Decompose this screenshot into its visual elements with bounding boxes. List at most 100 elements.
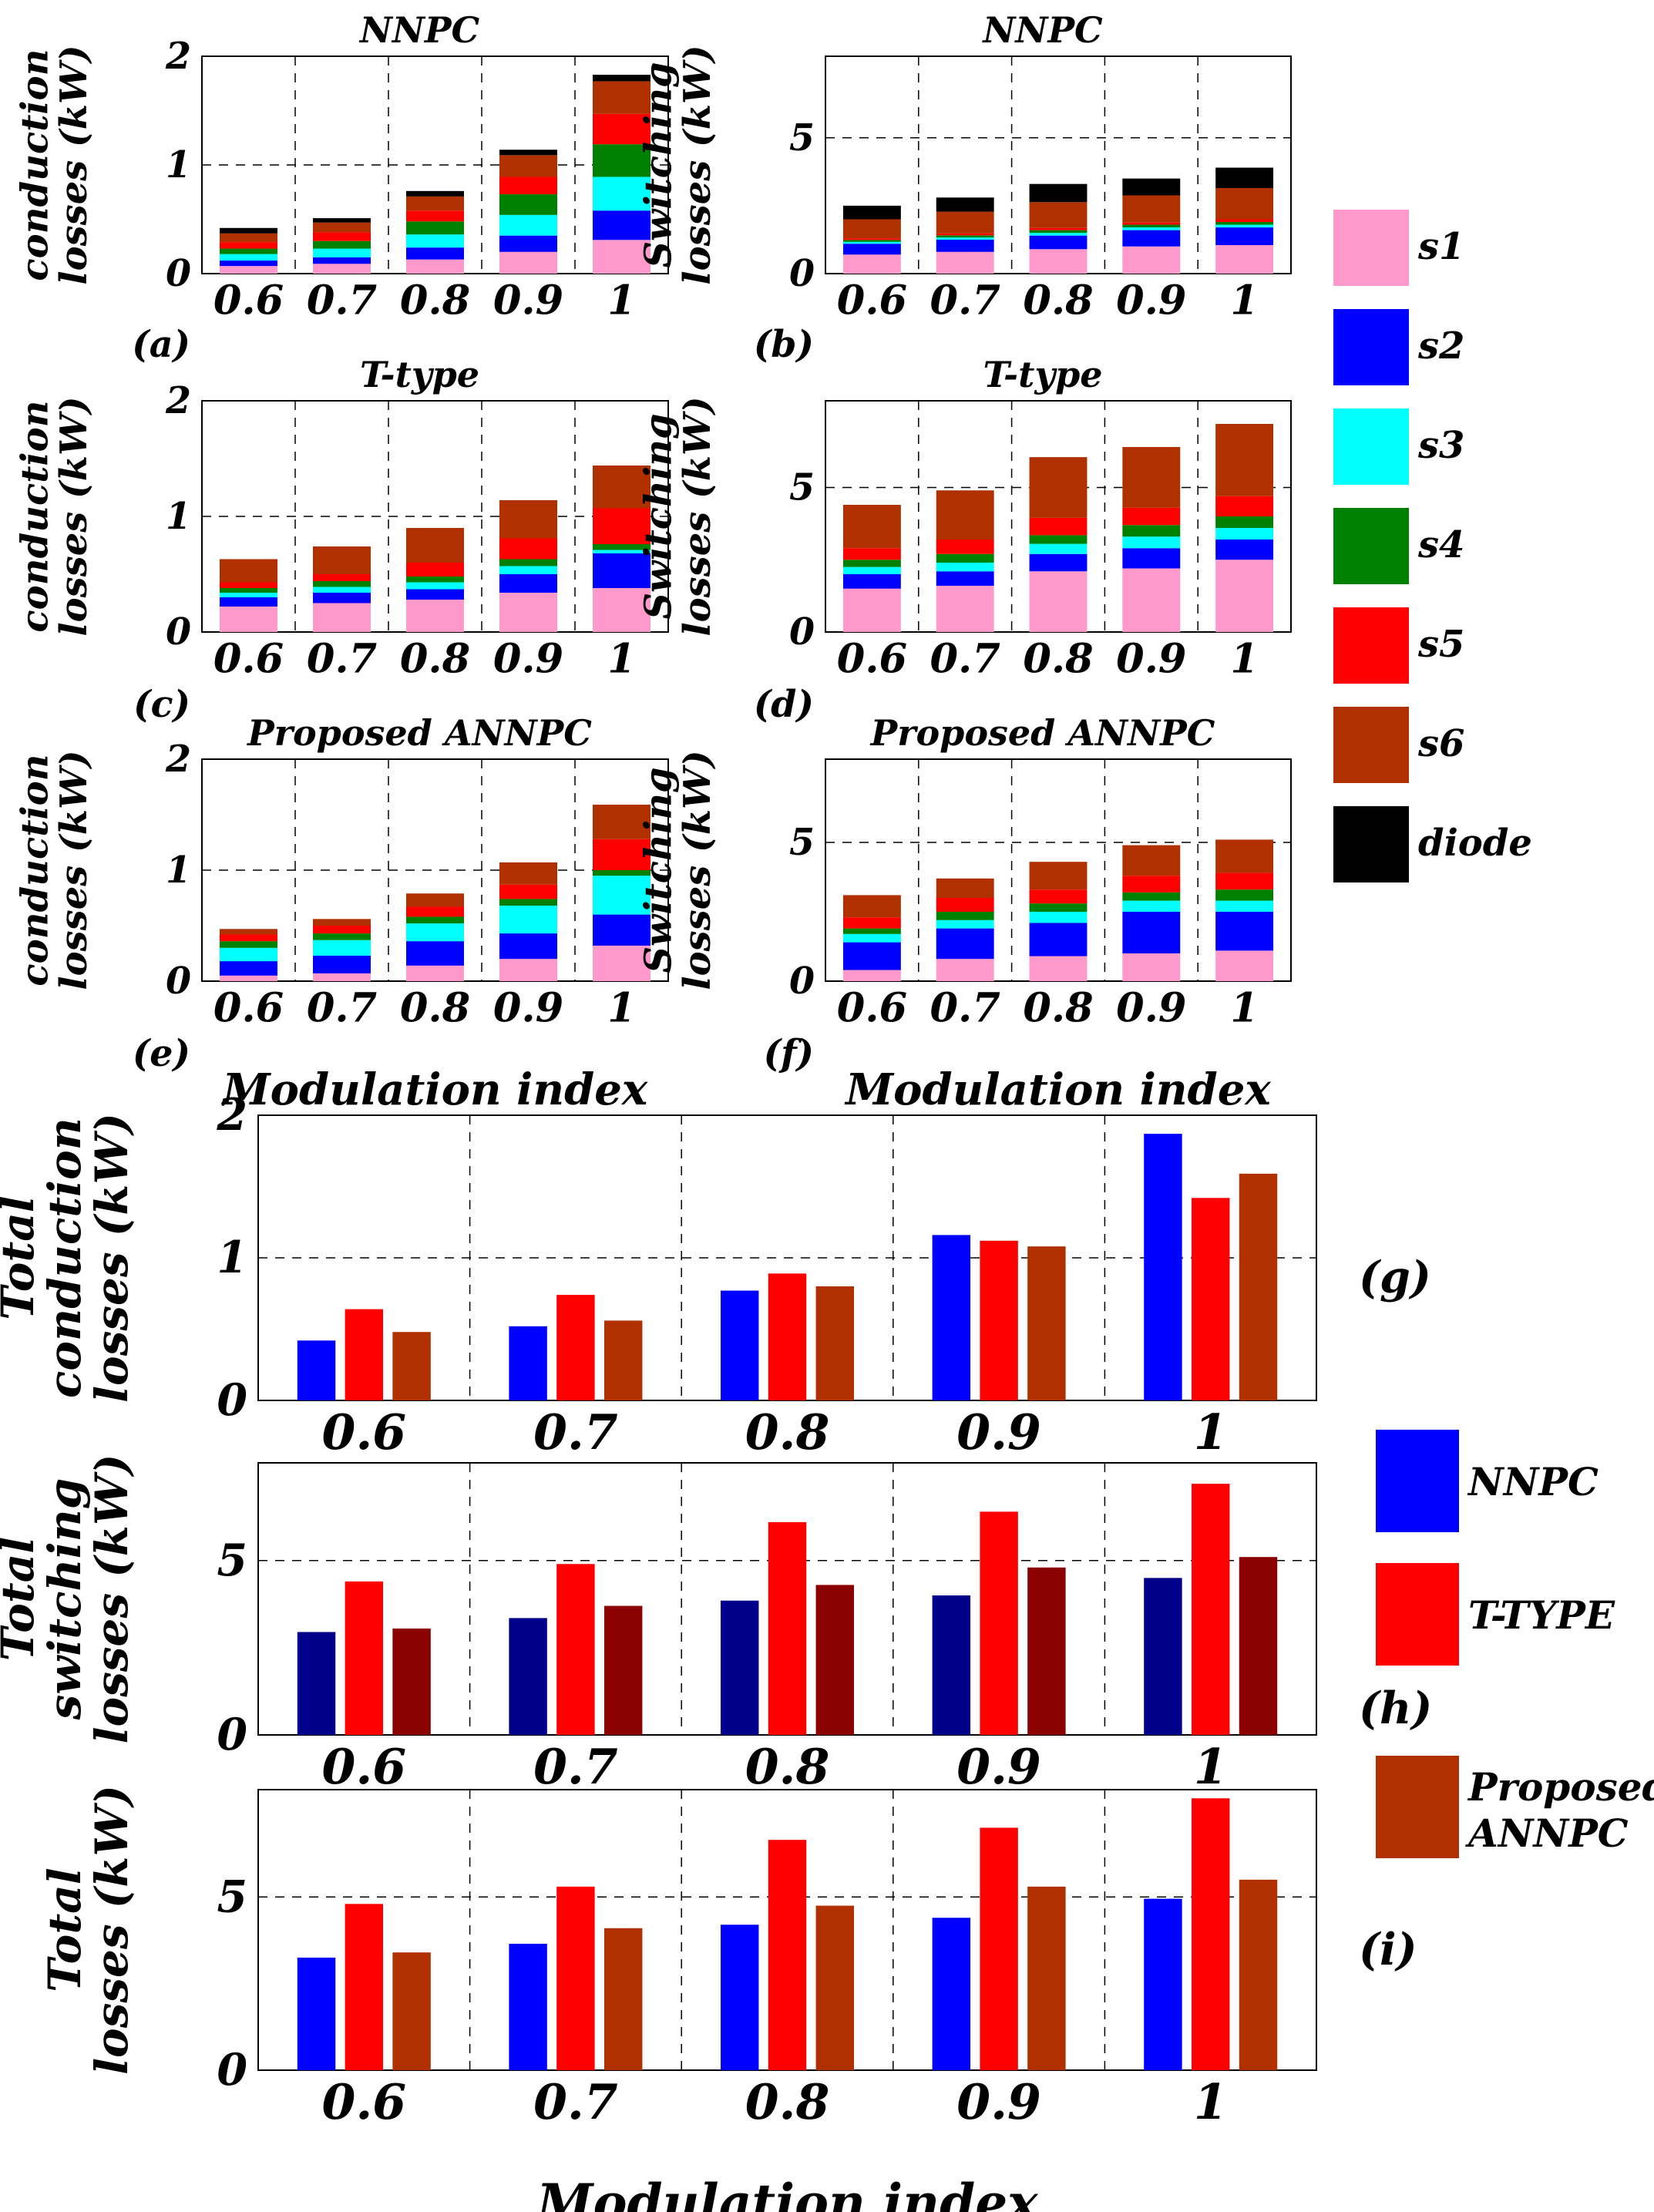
- bar-annpc-0.6: [392, 1332, 431, 1400]
- bar-s5-0.6: [842, 548, 901, 560]
- bar-s5-0.7: [936, 540, 994, 554]
- bar-s5-0.6: [842, 238, 901, 240]
- bar-annpc-0.7: [603, 1928, 643, 2070]
- bar-s5-0.9: [499, 884, 558, 899]
- bar-s1-0.6: [842, 970, 901, 981]
- y-tick-label: 0: [789, 610, 815, 654]
- y-axis-label: Switching: [637, 767, 681, 973]
- bar-s6-0.6: [219, 929, 278, 935]
- bar-s2-1: [592, 914, 651, 946]
- bar-s3-0.9: [499, 214, 558, 236]
- x-tick-label: 0.8: [745, 1404, 830, 1461]
- x-tick-label: 1: [1194, 1738, 1228, 1795]
- y-tick-label: 1: [166, 495, 191, 538]
- y-axis-label: losses (kW): [676, 396, 719, 636]
- y-tick-label: 1: [166, 849, 191, 892]
- x-tick-label: 1: [1230, 636, 1259, 683]
- bar-s6-0.7: [312, 222, 371, 233]
- bar-diode-0.8: [405, 190, 465, 197]
- bar-annpc-0.6: [392, 1952, 431, 2070]
- bar-nnpc-1: [1144, 1898, 1182, 2070]
- bar-annpc_sw-0.9: [1027, 1567, 1066, 1735]
- x-tick-label: 0.8: [400, 636, 470, 683]
- bar-annpc-1: [1239, 1879, 1278, 2070]
- bar-s4-0.9: [499, 559, 558, 566]
- bar-s6-0.9: [1122, 447, 1181, 508]
- x-tick-label: 0.7: [533, 2073, 618, 2130]
- bar-s6-0.8: [405, 196, 465, 211]
- bar-s3-0.8: [405, 923, 465, 942]
- bar-ttype-1: [1191, 1198, 1230, 1400]
- y-axis-label: switching: [39, 1478, 91, 1721]
- x-tick-label: 0.9: [956, 1404, 1041, 1461]
- bar-s3-0.9: [499, 906, 558, 934]
- y-axis-label: losses (kW): [86, 1785, 138, 2075]
- x-tick-label: 0.7: [930, 636, 1000, 683]
- bar-annpc-0.8: [815, 1905, 854, 2070]
- x-tick-label: 0.7: [930, 985, 1000, 1032]
- x-tick-label: 0.6: [321, 1738, 406, 1795]
- bar-s5-1: [1215, 219, 1274, 223]
- bar-s4-0.9: [499, 899, 558, 906]
- bar-diode-0.9: [499, 150, 558, 156]
- bar-nnpc-0.8: [721, 1925, 759, 2070]
- bar-s4-1: [592, 870, 651, 876]
- bar-s1-0.7: [936, 959, 994, 981]
- legend-label-ttype: T-TYPE: [1468, 1592, 1615, 1638]
- panel-label: (f): [764, 1032, 814, 1075]
- bar-s2-1: [592, 210, 651, 240]
- y-tick-label: 0: [217, 1374, 247, 1426]
- bar-s2-0.7: [312, 257, 371, 264]
- bar-s1-0.6: [219, 975, 278, 981]
- bar-s1-1: [592, 240, 651, 274]
- bar-s2-0.6: [842, 574, 901, 589]
- bar-s5-1: [592, 508, 651, 544]
- legend-label-s5: s5: [1417, 623, 1464, 666]
- bar-s6-0.6: [842, 505, 901, 549]
- bar-s4-1: [1215, 889, 1274, 901]
- bar-s5-0.7: [936, 898, 994, 912]
- bar-diode-0.6: [842, 205, 901, 220]
- bar-s5-0.7: [312, 926, 371, 934]
- bar-ttype-0.8: [768, 1840, 807, 2070]
- x-tick-label: 0.6: [321, 2073, 406, 2130]
- bar-s3-1: [592, 176, 651, 211]
- x-tick-label: 0.7: [533, 1738, 618, 1795]
- y-axis-label: Total: [0, 1195, 44, 1320]
- bar-s1-0.7: [312, 603, 371, 632]
- bar-s3-1: [592, 550, 651, 553]
- chart-title: NNPC: [981, 9, 1103, 51]
- x-tick-label: 0.8: [1023, 985, 1093, 1032]
- panel-label: (i): [1359, 1924, 1417, 1975]
- bar-s3-0.8: [1029, 543, 1088, 554]
- bar-nnpc-0.8: [721, 1290, 759, 1400]
- y-axis-label: losses (kW): [676, 45, 719, 284]
- bar-s6-0.8: [1029, 202, 1088, 228]
- bar-s5-0.8: [405, 906, 465, 917]
- legend-swatch-ttype: [1376, 1563, 1459, 1666]
- bar-s5-0.7: [936, 233, 994, 236]
- bar-ttype-0.9: [980, 1240, 1018, 1400]
- bar-annpc_sw-0.7: [603, 1605, 643, 1735]
- bar-s6-0.8: [1029, 457, 1088, 518]
- y-axis-label: losses (kW): [52, 45, 96, 284]
- bar-s4-1: [1215, 516, 1274, 528]
- bar-s1-0.8: [1029, 249, 1088, 274]
- panel-label: (b): [754, 323, 814, 366]
- bar-s1-0.9: [499, 959, 558, 981]
- bar-s5-0.7: [312, 574, 371, 581]
- bar-s6-1: [592, 466, 651, 509]
- x-tick-label: 0.8: [1023, 636, 1093, 683]
- y-tick-label: 1: [166, 143, 191, 187]
- bar-diode-0.7: [936, 197, 994, 212]
- bar-s2-0.7: [312, 593, 371, 603]
- y-axis-label: conduction: [14, 754, 57, 986]
- x-tick-label: 0.9: [493, 985, 563, 1032]
- legend-swatch-diode: [1333, 806, 1409, 882]
- bar-s6-0.7: [936, 211, 994, 234]
- bar-s2-0.9: [499, 574, 558, 593]
- x-tick-label: 0.6: [837, 277, 907, 324]
